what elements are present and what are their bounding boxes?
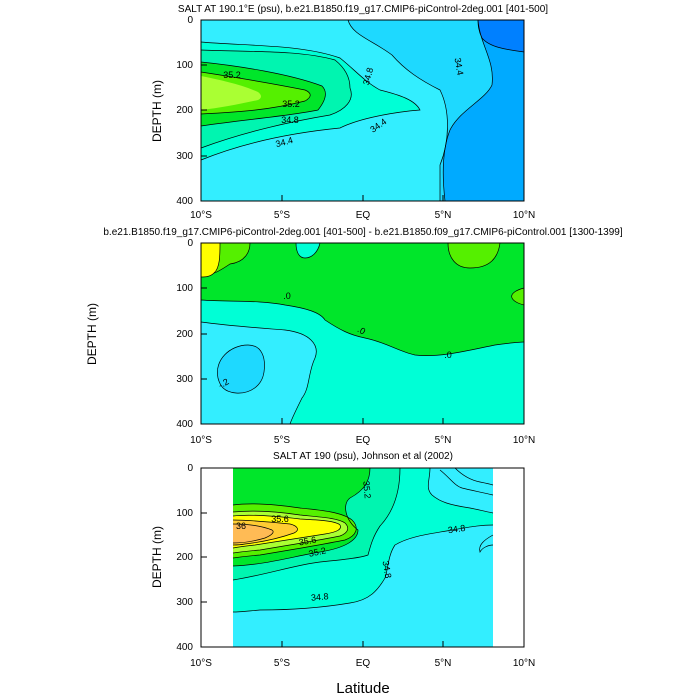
fill-aqua xyxy=(296,243,320,258)
x-tick-label: 10°N xyxy=(513,658,535,669)
panel-3-contour-labels: 35.2 35.6 36 35.6 35.2 34.8 34.8 34.8 xyxy=(236,481,466,603)
y-tick-label: 200 xyxy=(176,105,193,116)
x-tick-label: 10°S xyxy=(190,210,212,221)
x-tick-label: EQ xyxy=(356,435,371,446)
contour-label: 35.2 xyxy=(308,545,327,558)
panel-3-observations: SALT AT 190 (psu), Johnson et al (2002) xyxy=(150,451,535,697)
panel-2-contours xyxy=(200,242,525,425)
fill-blue xyxy=(440,20,524,201)
contour-label: 34.8 xyxy=(381,560,394,579)
y-tick-label: 400 xyxy=(176,419,193,430)
fill-bright-green xyxy=(448,243,500,268)
y-tick-label: 100 xyxy=(176,508,193,519)
y-tick-label: 0 xyxy=(187,463,193,474)
contour-label: 35.2 xyxy=(223,70,241,80)
y-tick-label: 0 xyxy=(187,238,193,249)
contour-label: 35.6 xyxy=(298,535,317,548)
y-tick-label: 200 xyxy=(176,329,193,340)
fill-yellow xyxy=(201,243,220,277)
panel-3-ylabel: DEPTH (m) xyxy=(150,526,164,588)
x-tick-label: 10°S xyxy=(190,658,212,669)
panel-3-axes: DEPTH (m) 0 100 200 300 400 10°S 5°S EQ … xyxy=(150,463,535,697)
x-axis-label: Latitude xyxy=(336,680,389,697)
x-tick-label: 5°N xyxy=(435,435,452,446)
panel-3-contours xyxy=(232,467,494,613)
contour-label: 35.2 xyxy=(282,99,300,109)
x-tick-label: 5°S xyxy=(274,210,291,221)
panel-2-title: b.e21.B1850.f19_g17.CMIP6-piControl-2deg… xyxy=(103,227,622,238)
panel-3-title: SALT AT 190 (psu), Johnson et al (2002) xyxy=(273,451,453,462)
panel-1-model-salinity: SALT AT 190.1°E (psu), b.e21.B1850.f19_g… xyxy=(150,4,548,221)
x-tick-label: EQ xyxy=(356,210,371,221)
panel-1-title: SALT AT 190.1°E (psu), b.e21.B1850.f19_g… xyxy=(178,4,548,15)
y-tick-label: 100 xyxy=(176,283,193,294)
fill-light-blue xyxy=(217,345,265,394)
contour-label: .0 xyxy=(444,350,452,360)
x-tick-label: 5°S xyxy=(274,435,291,446)
y-tick-label: 0 xyxy=(187,15,193,26)
panel-2-contour-labels: .0 .0 .0 -.2 xyxy=(216,291,451,390)
y-tick-label: 300 xyxy=(176,374,193,385)
panel-1-axes: DEPTH (m) 0 100 200 300 400 10°S 5°S EQ … xyxy=(150,15,535,221)
x-tick-label: 10°N xyxy=(513,435,535,446)
y-tick-label: 400 xyxy=(176,642,193,653)
contour-label: 34.8 xyxy=(311,591,329,602)
y-tick-label: 300 xyxy=(176,151,193,162)
contour-label: 34.4 xyxy=(453,57,466,76)
panel-2-difference: b.e21.B1850.f19_g17.CMIP6-piControl-2deg… xyxy=(85,227,623,446)
x-tick-label: 5°N xyxy=(435,210,452,221)
panel-1-contours xyxy=(200,19,525,202)
x-tick-label: 10°N xyxy=(513,210,535,221)
fill-deep-blue xyxy=(478,20,524,52)
contour-label: 34.8 xyxy=(361,66,375,86)
fill-yellow-green xyxy=(201,76,261,110)
panel-1-ylabel: DEPTH (m) xyxy=(150,80,164,142)
panel-2-axes: DEPTH (m) 0 100 200 300 400 10°S 5°S EQ … xyxy=(85,238,535,446)
y-tick-label: 300 xyxy=(176,597,193,608)
contour-label: 34.8 xyxy=(281,115,299,125)
panel-2-fills xyxy=(201,243,524,424)
x-tick-label: 10°S xyxy=(190,435,212,446)
y-tick-label: 200 xyxy=(176,552,193,563)
fill-cyan xyxy=(479,535,493,552)
contour-label: .0 xyxy=(356,324,368,336)
x-tick-label: 5°S xyxy=(274,658,291,669)
y-tick-label: 100 xyxy=(176,60,193,71)
y-tick-label: 400 xyxy=(176,196,193,207)
contour-label: 34.8 xyxy=(447,523,466,535)
panel-1-contour-labels: 35.2 35.2 34.8 34.8 34.4 34.4 34.4 xyxy=(223,57,465,149)
contour-label: 34.4 xyxy=(274,135,294,149)
fill-bright-green xyxy=(214,243,250,273)
contour-label: -.2 xyxy=(216,376,230,390)
panel-2-ylabel: DEPTH (m) xyxy=(85,303,99,365)
contour-label: 35.2 xyxy=(361,481,372,499)
contour-label: 35.6 xyxy=(271,514,289,524)
contour-label: 36 xyxy=(236,521,246,531)
x-tick-label: EQ xyxy=(356,658,371,669)
contour-label: .0 xyxy=(283,291,291,301)
x-tick-label: 5°N xyxy=(435,658,452,669)
